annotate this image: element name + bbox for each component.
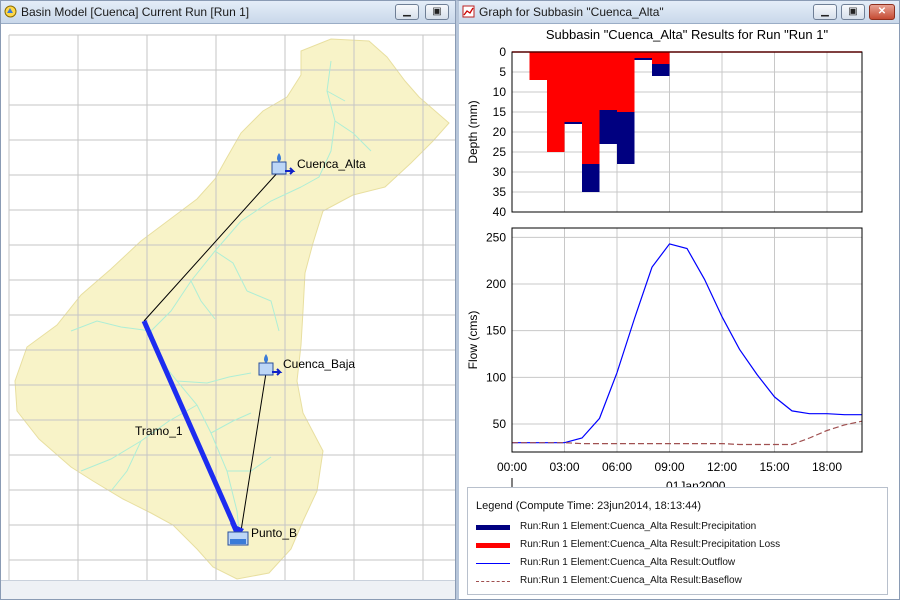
- basin-model-window[interactable]: Basin Model [Cuenca] Current Run [Run 1]…: [0, 0, 456, 600]
- graph-window-title: Graph for Subbasin "Cuenca_Alta": [479, 5, 664, 19]
- legend-swatch: [476, 563, 510, 564]
- reach-arrow: [230, 523, 244, 539]
- restore-button[interactable]: ▣: [425, 4, 449, 20]
- app-icon: [4, 5, 17, 18]
- horizontal-scrollbar[interactable]: [1, 580, 455, 599]
- legend-swatch: [476, 525, 510, 530]
- label-tramo-1[interactable]: Tramo_1: [135, 424, 183, 438]
- reach-tramo-1: [141, 319, 241, 536]
- legend-label: Run:Run 1 Element:Cuenca_Alta Result:Bas…: [520, 575, 742, 586]
- label-cuenca-baja[interactable]: Cuenca_Baja: [283, 357, 356, 371]
- legend-label: Run:Run 1 Element:Cuenca_Alta Result:Out…: [520, 557, 736, 568]
- legend-item: Run:Run 1 Element:Cuenca_Alta Result:Out…: [476, 556, 896, 572]
- legend-swatch: [476, 581, 510, 582]
- close-button[interactable]: ✕: [869, 4, 895, 20]
- basin-map[interactable]: [1, 23, 456, 600]
- legend-box: Legend (Compute Time: 23jun2014, 18:13:4…: [467, 487, 888, 595]
- basin-window-titlebar[interactable]: Basin Model [Cuenca] Current Run [Run 1]…: [1, 1, 455, 24]
- restore-button[interactable]: ▣: [841, 4, 865, 20]
- link-cuenca-baja: [240, 372, 267, 532]
- basin-window-title: Basin Model [Cuenca] Current Run [Run 1]: [21, 5, 250, 19]
- subbasin-icon-cuenca-baja: [258, 354, 283, 376]
- subbasin-icon-cuenca-alta: [271, 153, 296, 175]
- label-cuenca-alta[interactable]: Cuenca_Alta: [297, 157, 366, 171]
- label-punto-b[interactable]: Punto_B: [251, 526, 298, 540]
- minimize-button[interactable]: ▁: [813, 4, 837, 20]
- minimize-button[interactable]: ▁: [395, 4, 419, 20]
- graph-window-titlebar[interactable]: Graph for Subbasin "Cuenca_Alta" ▁ ▣ ✕: [459, 1, 899, 24]
- basin-canvas[interactable]: Cuenca_Alta Cuenca_Baja Tramo_1 Punto_B: [1, 23, 455, 599]
- junction-icon-punto-b: [227, 531, 249, 546]
- legend-label: Run:Run 1 Element:Cuenca_Alta Result:Pre…: [520, 521, 757, 532]
- legend-swatch: [476, 543, 510, 548]
- legend-title: Legend (Compute Time: 23jun2014, 18:13:4…: [476, 500, 702, 512]
- basin-area: [14, 38, 450, 580]
- graph-icon: [462, 5, 475, 18]
- legend-item: Run:Run 1 Element:Cuenca_Alta Result:Pre…: [476, 520, 896, 536]
- legend-label: Run:Run 1 Element:Cuenca_Alta Result:Pre…: [520, 539, 781, 550]
- link-cuenca-alta: [143, 170, 280, 322]
- legend-item: Run:Run 1 Element:Cuenca_Alta Result:Pre…: [476, 538, 896, 554]
- legend-item: Run:Run 1 Element:Cuenca_Alta Result:Bas…: [476, 574, 896, 590]
